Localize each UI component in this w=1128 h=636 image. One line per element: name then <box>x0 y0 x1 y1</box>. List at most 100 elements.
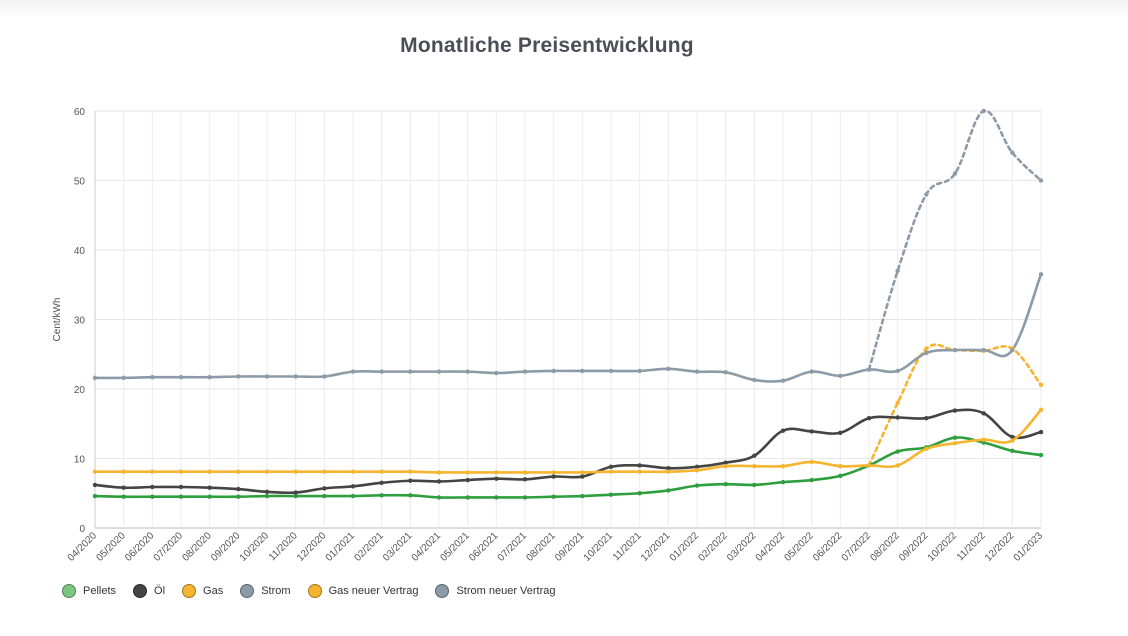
data-point-gas <box>924 446 929 451</box>
data-point-gas <box>666 469 671 474</box>
legend-swatch <box>240 584 255 598</box>
data-point-pellets <box>1038 452 1044 458</box>
y-tick-label: 0 <box>79 524 85 535</box>
legend-item[interactable]: Pellets <box>62 584 116 598</box>
legend-item[interactable]: Gas neuer Vertrag <box>307 584 418 598</box>
data-point-gas <box>322 469 327 474</box>
data-point-gas <box>694 468 700 473</box>
data-point-strom <box>551 368 556 374</box>
data-point-pellets <box>350 493 356 499</box>
data-point-l <box>436 479 442 484</box>
y-axis-label: Cent/kWh <box>52 298 63 342</box>
legend-label: Gas <box>203 585 224 597</box>
legend-swatch <box>435 584 450 598</box>
y-tick-label: 40 <box>74 246 86 257</box>
data-point-gas <box>551 470 556 475</box>
data-point-l <box>322 486 327 491</box>
legend-swatch <box>182 584 197 598</box>
legend-item[interactable]: Strom neuer Vertrag <box>435 584 556 598</box>
data-point-pellets <box>895 449 900 454</box>
data-point-strom <box>1010 347 1015 353</box>
data-point-pellets <box>264 493 270 499</box>
data-point-pellets <box>322 493 327 499</box>
legend-item[interactable]: Strom <box>240 584 291 598</box>
data-point-strom-neuer-vertrag <box>1010 150 1015 155</box>
x-tick-label: 01/2023 <box>1012 530 1046 564</box>
data-point-pellets <box>637 491 642 496</box>
data-point-l <box>236 486 241 492</box>
data-point-strom <box>236 374 241 379</box>
series-line-strom <box>93 273 1043 383</box>
legend-swatch <box>133 584 148 598</box>
data-point-l <box>207 485 212 490</box>
data-point-strom <box>752 377 757 383</box>
data-point-l <box>264 489 270 495</box>
data-point-l <box>551 474 556 479</box>
data-point-gas <box>178 469 184 474</box>
legend-label: Öl <box>154 585 166 597</box>
data-point-strom <box>92 375 98 381</box>
data-point-strom <box>838 373 843 378</box>
data-point-gas <box>866 463 872 468</box>
data-point-pellets <box>838 473 843 479</box>
x-tick-label: 12/2022 <box>983 530 1017 564</box>
data-point-strom <box>264 374 270 379</box>
data-point-gas <box>494 470 499 475</box>
data-point-l <box>694 464 700 470</box>
legend-label: Strom <box>261 585 291 597</box>
data-point-l <box>408 478 413 483</box>
x-tick-label: 03/2022 <box>725 530 759 564</box>
data-point-gas <box>723 463 728 469</box>
x-tick-label: 09/2022 <box>897 530 931 564</box>
data-point-strom <box>895 368 900 374</box>
x-tick-label: 03/2021 <box>381 530 415 564</box>
data-point-l <box>580 474 585 479</box>
data-point-strom <box>637 368 642 374</box>
data-point-l <box>121 485 126 490</box>
data-point-pellets <box>236 494 241 499</box>
data-point-pellets <box>522 495 528 500</box>
data-point-strom <box>465 369 470 374</box>
series-line-pellets <box>93 436 1043 499</box>
data-points <box>92 108 1044 500</box>
data-point-pellets <box>494 495 499 500</box>
x-tick-label: 02/2021 <box>352 530 386 564</box>
data-point-l <box>465 477 470 483</box>
data-point-l <box>752 453 757 458</box>
x-tick-label: 08/2021 <box>524 530 558 564</box>
data-point-strom <box>924 350 929 356</box>
x-tick-label: 09/2020 <box>209 530 243 564</box>
data-point-l <box>293 490 298 495</box>
data-point-l <box>1010 434 1015 440</box>
data-point-l <box>723 460 728 465</box>
data-point-gas <box>465 470 470 475</box>
data-point-gas <box>780 463 786 469</box>
legend-label: Strom neuer Vertrag <box>456 585 556 597</box>
legend-item[interactable]: Öl <box>133 584 165 598</box>
data-point-strom-neuer-vertrag <box>924 192 929 197</box>
data-point-pellets <box>666 488 671 493</box>
data-point-gas <box>264 469 270 474</box>
data-point-gas <box>952 441 958 446</box>
data-point-pellets <box>436 495 442 500</box>
legend-label: Pellets <box>83 585 117 597</box>
legend: Pellets Öl Gas Strom Gas neuer Vertrag Strom … <box>62 580 573 602</box>
data-point-strom <box>178 374 184 380</box>
data-point-l <box>150 484 155 490</box>
data-point-strom-neuer-vertrag <box>952 171 958 176</box>
y-tick-label: 30 <box>74 316 86 327</box>
x-tick-label: 01/2022 <box>668 530 702 564</box>
data-point-l <box>178 484 184 490</box>
data-point-strom <box>207 374 212 380</box>
legend-swatch <box>62 584 76 598</box>
data-point-pellets <box>723 482 728 487</box>
data-point-strom <box>608 368 614 374</box>
data-point-l <box>637 463 642 468</box>
data-point-strom <box>322 374 327 379</box>
data-point-gas <box>981 437 986 442</box>
data-point-gas <box>150 469 155 474</box>
legend-item[interactable]: Gas <box>182 584 223 598</box>
data-point-strom <box>694 369 700 374</box>
data-point-gas <box>293 469 298 474</box>
data-point-pellets <box>178 494 184 499</box>
